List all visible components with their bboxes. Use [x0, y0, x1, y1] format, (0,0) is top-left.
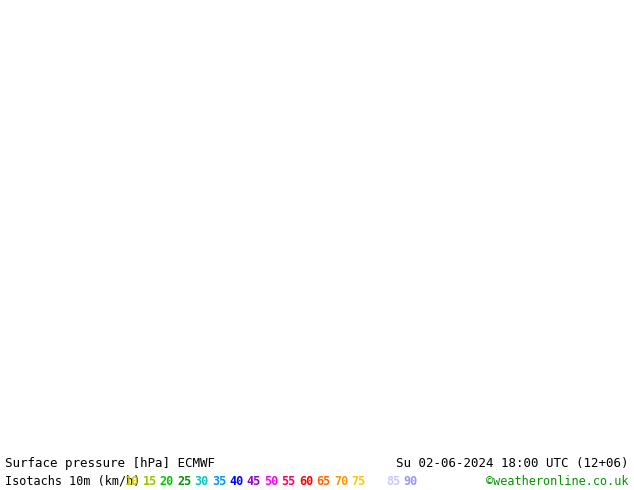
- Text: 80: 80: [369, 474, 383, 488]
- Text: Surface pressure [hPa] ECMWF: Surface pressure [hPa] ECMWF: [5, 457, 215, 469]
- Text: 90: 90: [403, 474, 418, 488]
- Text: ©weatheronline.co.uk: ©weatheronline.co.uk: [486, 474, 629, 488]
- Text: 20: 20: [160, 474, 174, 488]
- Text: Su 02-06-2024 18:00 UTC (12+06): Su 02-06-2024 18:00 UTC (12+06): [396, 457, 629, 469]
- Text: 30: 30: [195, 474, 209, 488]
- Text: 15: 15: [143, 474, 157, 488]
- Text: 60: 60: [299, 474, 313, 488]
- Text: 55: 55: [281, 474, 296, 488]
- Text: 70: 70: [334, 474, 348, 488]
- Text: 50: 50: [264, 474, 278, 488]
- Text: 10: 10: [125, 474, 139, 488]
- Text: Isotachs 10m (km/h): Isotachs 10m (km/h): [5, 474, 141, 488]
- Text: 35: 35: [212, 474, 226, 488]
- Text: 40: 40: [230, 474, 243, 488]
- Text: 75: 75: [351, 474, 366, 488]
- Text: 25: 25: [178, 474, 191, 488]
- Text: 45: 45: [247, 474, 261, 488]
- Text: 65: 65: [316, 474, 331, 488]
- Text: 85: 85: [386, 474, 400, 488]
